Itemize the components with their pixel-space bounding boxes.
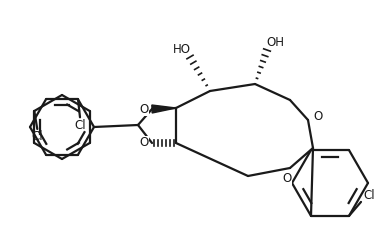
Text: O: O: [313, 109, 323, 123]
Text: OH: OH: [266, 36, 284, 49]
Polygon shape: [152, 105, 176, 113]
Text: O: O: [283, 172, 292, 184]
Text: Cl: Cl: [74, 119, 86, 132]
Text: Cl: Cl: [31, 131, 43, 143]
Text: HO: HO: [173, 42, 191, 55]
Text: Cl: Cl: [363, 189, 375, 202]
Text: O: O: [139, 137, 149, 150]
Text: O: O: [139, 102, 149, 115]
